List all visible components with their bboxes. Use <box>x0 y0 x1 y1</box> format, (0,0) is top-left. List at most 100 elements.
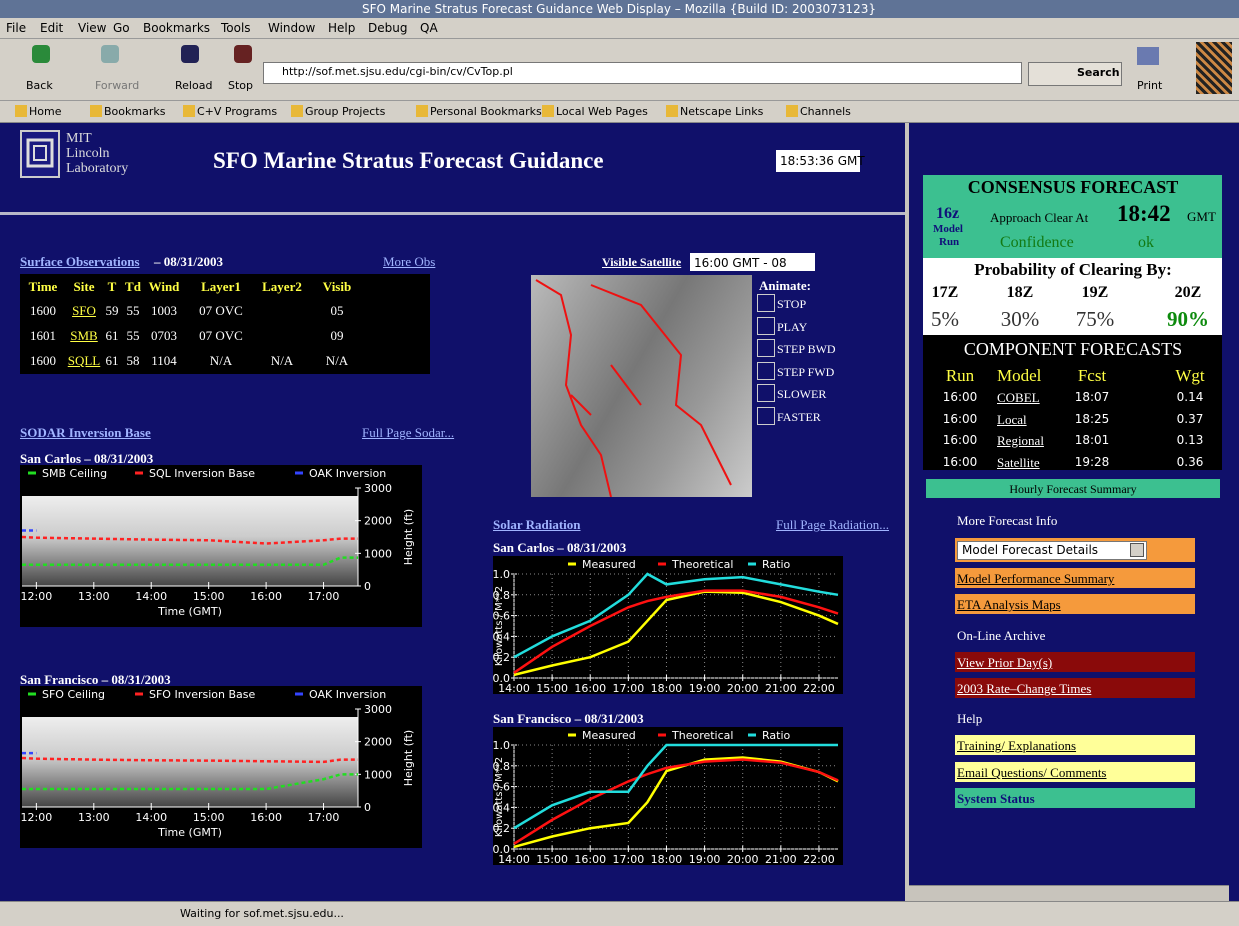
solar-chart: 0.00.20.40.60.81.014:0015:0016:0017:0018… <box>493 556 843 694</box>
animate-control[interactable]: STEP FWD <box>777 366 834 378</box>
obs-cell: 1601 <box>30 329 56 342</box>
bookmark[interactable]: Home <box>29 106 61 117</box>
obs-cell: 1600 <box>30 354 56 367</box>
x-tick-label: 19:00 <box>689 682 721 694</box>
bookmark[interactable]: Group Projects <box>305 106 385 117</box>
control-icon[interactable] <box>757 362 775 380</box>
side-link[interactable]: View Prior Day(s) <box>957 656 1052 669</box>
animate-control[interactable]: PLAY <box>777 321 807 333</box>
probability-hour: 19Z <box>1082 285 1109 301</box>
side-link[interactable]: Email Questions/ Comments <box>957 766 1107 779</box>
sodar-chart: 010002000300012:0013:0014:0015:0016:0017… <box>20 465 422 627</box>
menu-item[interactable]: Edit <box>40 22 63 34</box>
control-icon[interactable] <box>757 407 775 425</box>
side-link[interactable]: Training/ Explanations <box>957 739 1076 752</box>
menu-item[interactable]: Help <box>328 22 355 34</box>
site-link[interactable]: SMB <box>70 329 97 342</box>
bookmark[interactable]: C+V Programs <box>197 106 277 117</box>
reload-button[interactable]: Reload <box>175 80 212 91</box>
surface-link[interactable]: Surface Observations <box>20 255 140 268</box>
print-icon[interactable] <box>1137 47 1159 65</box>
menu-item[interactable]: View <box>78 22 106 34</box>
side-link[interactable]: System Status <box>957 792 1035 805</box>
search-label[interactable]: Search <box>1077 67 1120 78</box>
full-sodar-link[interactable]: Full Page Sodar... <box>362 426 454 439</box>
obs-cell: 1600 <box>30 304 56 317</box>
obs-cell: 1104 <box>151 354 177 367</box>
y-tick-label: 3000 <box>364 703 392 716</box>
control-icon[interactable] <box>757 339 775 357</box>
sodar-link[interactable]: SODAR Inversion Base <box>20 426 151 439</box>
obs-cell: 55 <box>127 304 140 317</box>
forward-button[interactable]: Forward <box>95 80 139 91</box>
probability-value: 75% <box>1076 309 1115 330</box>
menu-item[interactable]: File <box>6 22 26 34</box>
bookmark[interactable]: Channels <box>800 106 851 117</box>
legend-label: Measured <box>582 729 636 742</box>
y-axis-label: Height (ft) <box>402 730 415 786</box>
control-icon[interactable] <box>757 384 775 402</box>
x-tick-label: 12:00 <box>21 590 53 603</box>
probability-hour: 18Z <box>1007 285 1034 301</box>
side-link[interactable]: ETA Analysis Maps <box>957 598 1061 611</box>
site-link[interactable]: SFO <box>72 304 96 317</box>
model-link[interactable]: Satellite <box>997 456 1040 469</box>
menu-item[interactable]: QA <box>420 22 438 34</box>
model-link[interactable]: Regional <box>997 434 1044 447</box>
forward-icon[interactable] <box>101 45 119 63</box>
animate-control[interactable]: STOP <box>777 298 806 310</box>
animate-control[interactable]: FASTER <box>777 411 821 423</box>
hourly-link[interactable]: Hourly Forecast Summary <box>1009 483 1136 495</box>
y-tick-label: 0 <box>364 580 371 593</box>
side-link[interactable]: Model Performance Summary <box>957 572 1114 585</box>
model-link[interactable]: COBEL <box>997 391 1040 404</box>
bookmark[interactable]: Bookmarks <box>104 106 165 117</box>
full-radiation-link[interactable]: Full Page Radiation... <box>776 518 889 531</box>
x-tick-label: 17:00 <box>308 590 340 603</box>
control-icon[interactable] <box>757 317 775 335</box>
satellite-time[interactable]: 16:00 GMT - 08 <box>694 257 787 269</box>
menu-item[interactable]: Tools <box>221 22 251 34</box>
y-axis-label: Height (ft) <box>402 509 415 565</box>
menu-item[interactable]: Debug <box>368 22 407 34</box>
print-button[interactable]: Print <box>1137 80 1162 91</box>
menu-item[interactable]: Window <box>268 22 315 34</box>
obs-header: Layer2 <box>262 280 302 293</box>
bookmark-icon <box>542 105 554 117</box>
menu-item[interactable]: Bookmarks <box>143 22 210 34</box>
obs-cell: 07 OVC <box>199 304 243 317</box>
x-tick-label: 12:00 <box>21 811 53 824</box>
legend-label: OAK Inversion <box>309 688 386 701</box>
model-run-label: Run <box>939 237 959 248</box>
animate-control[interactable]: SLOWER <box>777 388 826 400</box>
h-scrollbar[interactable] <box>909 885 1229 901</box>
component-cell: 0.14 <box>1177 391 1204 403</box>
reload-icon[interactable] <box>181 45 199 63</box>
back-icon[interactable] <box>32 45 50 63</box>
url-text[interactable]: http://sof.met.sjsu.edu/cgi-bin/cv/CvTop… <box>282 66 513 77</box>
control-icon[interactable] <box>757 294 775 312</box>
select-value[interactable]: Model Forecast Details <box>962 544 1098 556</box>
component-cell: 16:00 <box>943 456 978 468</box>
model-link[interactable]: Local <box>997 413 1027 426</box>
stop-button[interactable]: Stop <box>228 80 253 91</box>
animate-control[interactable]: STEP BWD <box>777 343 836 355</box>
site-link[interactable]: SQLL <box>68 354 101 367</box>
select-arrow[interactable] <box>1130 543 1144 557</box>
satellite-link[interactable]: Visible Satellite <box>602 256 681 268</box>
more-obs-link[interactable]: More Obs <box>383 255 435 268</box>
menu-item[interactable]: Go <box>113 22 130 34</box>
bookmark[interactable]: Netscape Links <box>680 106 763 117</box>
x-tick-label: 15:00 <box>536 853 568 865</box>
back-button[interactable]: Back <box>26 80 53 91</box>
y-tick-label: 1.0 <box>493 739 510 752</box>
bookmark[interactable]: Local Web Pages <box>556 106 648 117</box>
component-cell: 0.13 <box>1177 434 1204 446</box>
legend-label: SMB Ceiling <box>42 467 107 480</box>
side-link[interactable]: 2003 Rate–Change Times <box>957 682 1091 695</box>
x-tick-label: 19:00 <box>689 853 721 865</box>
stop-icon[interactable] <box>234 45 252 63</box>
solar-link[interactable]: Solar Radiation <box>493 518 581 531</box>
x-tick-label: 16:00 <box>250 590 282 603</box>
bookmark[interactable]: Personal Bookmarks <box>430 106 542 117</box>
